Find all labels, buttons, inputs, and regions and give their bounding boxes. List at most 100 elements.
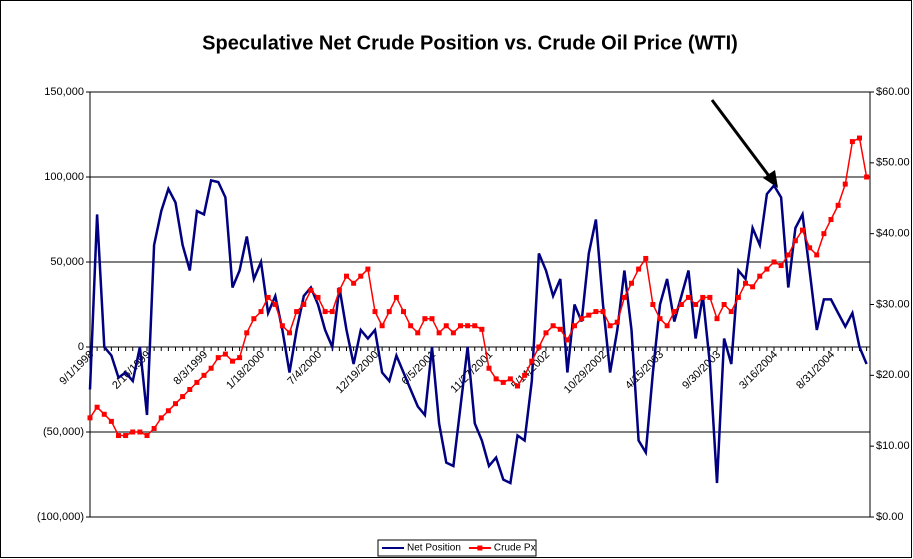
series-marker (329, 309, 335, 315)
series-marker (465, 323, 471, 329)
series-marker (807, 245, 813, 251)
series-marker (536, 344, 542, 350)
annotation-arrow (710, 99, 774, 181)
series-marker (422, 316, 428, 322)
series-marker (607, 323, 613, 329)
series-marker (629, 280, 634, 286)
series-marker (750, 284, 756, 290)
y2-tick-label: $10.00 (876, 440, 910, 452)
series-marker (486, 365, 492, 371)
series-marker (849, 139, 855, 145)
series-marker (650, 302, 656, 307)
series-marker (116, 433, 121, 439)
series-marker (479, 326, 485, 332)
series-marker (842, 181, 848, 187)
series-marker (500, 379, 506, 385)
series-marker (664, 323, 670, 329)
series-marker (472, 323, 478, 329)
series-marker (244, 330, 250, 336)
series-marker (728, 309, 734, 315)
series-marker (864, 174, 870, 180)
series-marker (101, 411, 107, 417)
y2-tick-label: $30.00 (876, 298, 910, 310)
series-marker (493, 376, 499, 382)
series-marker (279, 323, 285, 329)
y-tick-label: 150,000 (44, 86, 84, 98)
series-marker (693, 302, 699, 307)
series-marker (308, 287, 314, 293)
series-marker (600, 309, 606, 315)
y-tick-label: (100,000) (37, 511, 84, 523)
series-marker (572, 323, 577, 329)
series-marker (714, 316, 720, 322)
legend-label: Net Position (407, 543, 461, 554)
series-marker (258, 309, 264, 315)
legend-box (377, 539, 537, 557)
series-marker (415, 330, 421, 336)
series-marker (123, 433, 129, 439)
series-marker (215, 355, 221, 361)
series-marker (721, 302, 727, 307)
series-marker (372, 309, 378, 315)
series-marker (792, 238, 798, 244)
series-marker (173, 401, 178, 407)
series-marker (294, 309, 300, 315)
series-marker (450, 330, 456, 336)
series-marker (251, 316, 257, 322)
series-marker (458, 323, 463, 329)
series-marker (344, 273, 349, 279)
series-marker (593, 309, 599, 315)
series-marker (429, 316, 435, 322)
y-tick-label: 50,000 (50, 256, 84, 268)
series-marker (365, 266, 371, 272)
series-marker (94, 404, 100, 410)
series-marker (208, 365, 214, 371)
series-marker (735, 294, 741, 300)
series-marker (272, 302, 278, 307)
series-marker (857, 135, 862, 141)
series-marker (194, 379, 200, 385)
series-marker (550, 323, 556, 329)
series-marker (130, 429, 136, 435)
series-marker (771, 259, 777, 265)
series-marker (743, 280, 748, 286)
legend-marker (477, 545, 483, 551)
series-marker (315, 294, 321, 300)
series-marker (678, 302, 684, 307)
series-marker (230, 358, 235, 364)
series-marker (657, 316, 663, 322)
series-marker (137, 429, 143, 435)
series-marker (393, 294, 399, 300)
series-marker (636, 266, 642, 272)
y-tick-label: 0 (78, 341, 84, 353)
series-marker (686, 294, 691, 300)
series-marker (108, 418, 114, 424)
series-marker (757, 273, 763, 279)
series-marker (165, 408, 171, 414)
series-marker (785, 252, 791, 258)
series-marker (322, 309, 328, 315)
series-marker (151, 425, 157, 431)
series-marker (187, 387, 193, 392)
series-marker (436, 330, 442, 336)
series-marker (401, 309, 406, 315)
series-marker (543, 330, 549, 336)
series-marker (515, 383, 520, 389)
series-marker (835, 202, 841, 208)
y-tick-label: (50,000) (43, 426, 84, 438)
series-marker (828, 217, 834, 222)
series-marker (579, 316, 585, 322)
series-marker (180, 394, 186, 400)
y2-tick-label: $50.00 (876, 157, 910, 169)
series-marker (614, 319, 620, 325)
series-marker (586, 312, 592, 318)
series-marker (564, 337, 570, 343)
series-marker (336, 287, 342, 293)
series-marker (301, 302, 307, 307)
series-line (88, 178, 868, 485)
series-marker (443, 323, 449, 329)
series-marker (237, 355, 243, 361)
series-marker (144, 433, 150, 439)
series-marker (821, 231, 827, 237)
